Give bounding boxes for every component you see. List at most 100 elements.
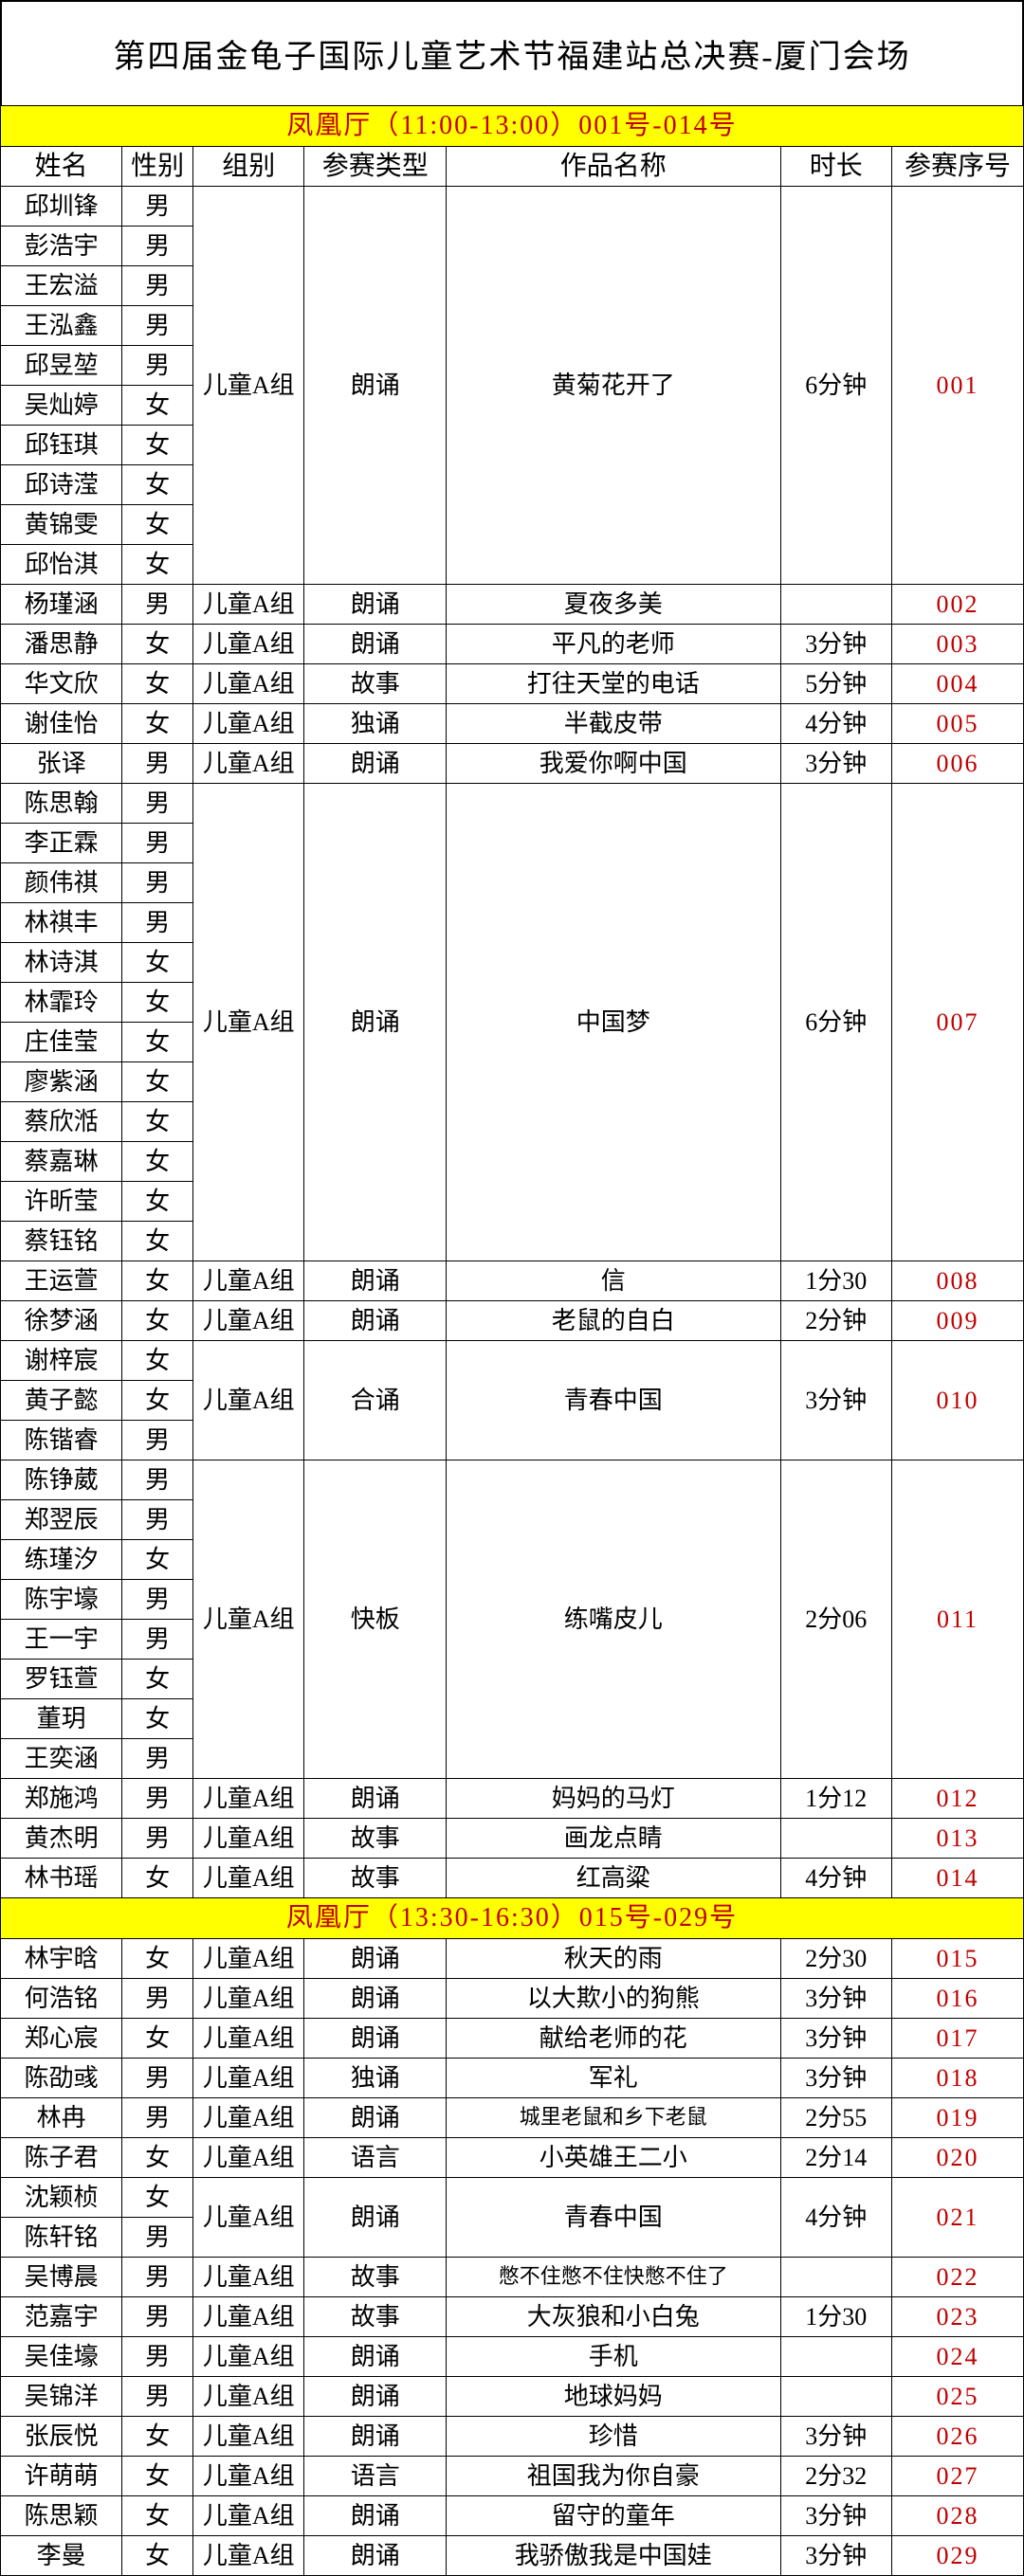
cell-group: 儿童A组 — [192, 2137, 304, 2177]
cell-name: 沈颖桢 — [1, 2177, 122, 2217]
cell-work: 我骄傲我是中国娃 — [447, 2535, 781, 2575]
cell-group: 儿童A组 — [192, 1460, 304, 1779]
cell-group: 儿童A组 — [192, 704, 304, 744]
cell-seq: 007 — [892, 784, 1024, 1261]
cell-sex: 男 — [122, 1779, 193, 1819]
cell-duration — [780, 2257, 892, 2296]
cell-duration: 6分钟 — [780, 187, 892, 585]
cell-name: 林书瑶 — [1, 1859, 122, 1898]
table-row: 何浩铭男儿童A组朗诵以大欺小的狗熊3分钟016 — [1, 1978, 1024, 2018]
cell-name: 杨瑾涵 — [1, 585, 122, 625]
cell-work: 练嘴皮儿 — [447, 1460, 781, 1779]
cell-name: 邱怡淇 — [1, 545, 122, 585]
cell-name: 林祺丰 — [1, 903, 122, 943]
cell-seq: 015 — [892, 1938, 1024, 1978]
cell-type: 朗诵 — [304, 585, 447, 625]
table-row: 吴博晨男儿童A组故事憋不住憋不住快憋不住了022 — [1, 2257, 1024, 2296]
col-sex: 性别 — [122, 146, 193, 187]
cell-name: 范嘉宇 — [1, 2296, 122, 2336]
table-row: 吴佳壕男儿童A组朗诵手机024 — [1, 2336, 1024, 2376]
cell-name: 林霏玲 — [1, 983, 122, 1023]
table-row: 沈颖桢女儿童A组朗诵青春中国4分钟021 — [1, 2177, 1024, 2217]
cell-sex: 女 — [122, 2018, 193, 2058]
cell-sex: 女 — [122, 1062, 193, 1102]
cell-group: 儿童A组 — [192, 1341, 304, 1460]
cell-sex: 女 — [122, 1938, 193, 1978]
cell-name: 庄佳莹 — [1, 1023, 122, 1062]
table-row: 林宇晗女儿童A组朗诵秋天的雨2分30015 — [1, 1938, 1024, 1978]
cell-seq: 001 — [892, 187, 1024, 585]
cell-seq: 003 — [892, 625, 1024, 664]
cell-group: 儿童A组 — [192, 1261, 304, 1301]
cell-type: 朗诵 — [304, 1938, 447, 1978]
cell-sex: 女 — [122, 664, 193, 704]
cell-sex: 男 — [122, 784, 193, 824]
cell-seq: 017 — [892, 2018, 1024, 2058]
cell-name: 邱圳锋 — [1, 187, 122, 227]
cell-work: 秋天的雨 — [447, 1938, 781, 1978]
cell-seq: 011 — [892, 1460, 1024, 1779]
table-row: 潘思静女儿童A组朗诵平凡的老师3分钟003 — [1, 625, 1024, 664]
cell-sex: 男 — [122, 1819, 193, 1859]
cell-group: 儿童A组 — [192, 2336, 304, 2376]
cell-group: 儿童A组 — [192, 2058, 304, 2097]
table-row: 谢佳怡女儿童A组独诵半截皮带4分钟005 — [1, 704, 1024, 744]
cell-seq: 005 — [892, 704, 1024, 744]
cell-type: 故事 — [304, 664, 447, 704]
cell-type: 独诵 — [304, 2058, 447, 2097]
cell-name: 何浩铭 — [1, 1978, 122, 2018]
schedule-table: 凤凰厅（11:00-13:00）001号-014号姓名性别组别参赛类型作品名称时… — [0, 105, 1024, 2576]
cell-name: 黄子懿 — [1, 1381, 122, 1421]
cell-work: 老鼠的自白 — [447, 1301, 781, 1341]
cell-type: 朗诵 — [304, 784, 447, 1261]
cell-name: 王泓鑫 — [1, 306, 122, 346]
cell-work: 我爱你啊中国 — [447, 744, 781, 784]
cell-seq: 014 — [892, 1859, 1024, 1898]
cell-sex: 女 — [122, 1182, 193, 1222]
col-work: 作品名称 — [447, 146, 781, 187]
table-row: 陈劭彧男儿童A组独诵军礼3分钟018 — [1, 2058, 1024, 2097]
cell-name: 王运萱 — [1, 1261, 122, 1301]
cell-seq: 018 — [892, 2058, 1024, 2097]
cell-duration: 4分钟 — [780, 704, 892, 744]
cell-sex: 男 — [122, 2097, 193, 2137]
col-group: 组别 — [192, 146, 304, 187]
cell-sex: 女 — [122, 1301, 193, 1341]
cell-type: 朗诵 — [304, 1261, 447, 1301]
col-type: 参赛类型 — [304, 146, 447, 187]
cell-sex: 女 — [122, 1261, 193, 1301]
cell-sex: 女 — [122, 2137, 193, 2177]
cell-group: 儿童A组 — [192, 1779, 304, 1819]
cell-work: 小英雄王二小 — [447, 2137, 781, 2177]
cell-work: 平凡的老师 — [447, 625, 781, 664]
cell-name: 陈思翰 — [1, 784, 122, 824]
cell-name: 陈劭彧 — [1, 2058, 122, 2097]
cell-type: 朗诵 — [304, 1779, 447, 1819]
cell-type: 朗诵 — [304, 2336, 447, 2376]
table-row: 陈子君女儿童A组语言小英雄王二小2分14020 — [1, 2137, 1024, 2177]
cell-group: 儿童A组 — [192, 1301, 304, 1341]
cell-sex: 男 — [122, 2336, 193, 2376]
section-header: 凤凰厅（11:00-13:00）001号-014号 — [1, 106, 1024, 147]
cell-sex: 女 — [122, 2495, 193, 2535]
cell-seq: 004 — [892, 664, 1024, 704]
cell-seq: 028 — [892, 2495, 1024, 2535]
cell-work: 妈妈的马灯 — [447, 1779, 781, 1819]
cell-name: 邱昱堃 — [1, 346, 122, 386]
cell-sex: 男 — [122, 266, 193, 306]
cell-seq: 027 — [892, 2456, 1024, 2495]
cell-name: 王奕涵 — [1, 1739, 122, 1779]
cell-group: 儿童A组 — [192, 2257, 304, 2296]
cell-duration — [780, 2336, 892, 2376]
cell-duration — [780, 2376, 892, 2416]
cell-seq: 023 — [892, 2296, 1024, 2336]
cell-sex: 男 — [122, 187, 193, 227]
cell-name: 林诗淇 — [1, 943, 122, 983]
cell-duration: 3分钟 — [780, 2495, 892, 2535]
table-row: 郑心宸女儿童A组朗诵献给老师的花3分钟017 — [1, 2018, 1024, 2058]
cell-sex: 男 — [122, 2376, 193, 2416]
table-row: 杨瑾涵男儿童A组朗诵夏夜多美002 — [1, 585, 1024, 625]
table-row: 陈思翰男儿童A组朗诵中国梦6分钟007 — [1, 784, 1024, 824]
cell-group: 儿童A组 — [192, 1859, 304, 1898]
cell-type: 朗诵 — [304, 187, 447, 585]
